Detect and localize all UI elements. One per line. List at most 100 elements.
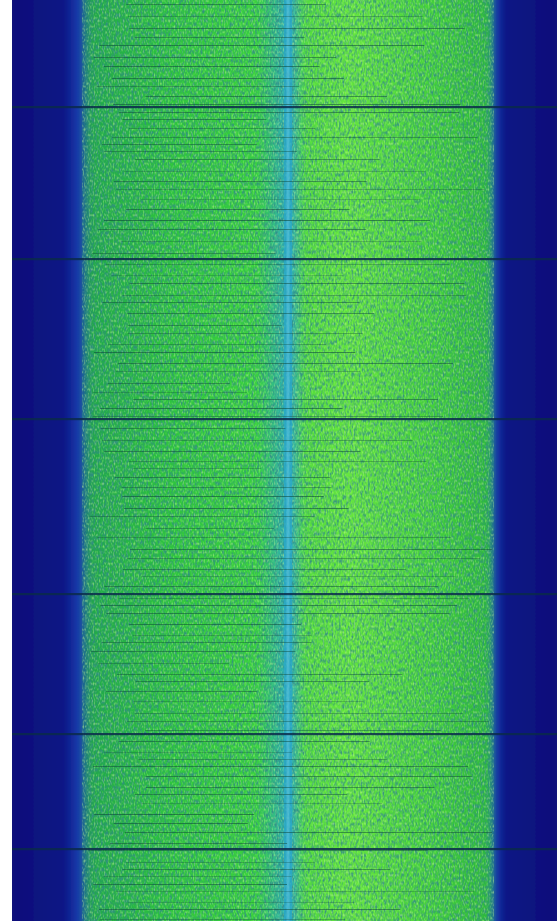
signal-streak xyxy=(93,884,287,885)
signal-streak xyxy=(106,691,257,692)
signal-streak xyxy=(141,576,456,577)
signal-streak xyxy=(138,759,387,760)
signal-streak xyxy=(133,399,438,400)
signal-streak xyxy=(145,528,274,529)
signal-streak xyxy=(102,302,360,303)
signal-streak xyxy=(134,794,348,795)
signal-streak xyxy=(116,891,475,892)
signal-streak xyxy=(121,487,332,488)
signal-streak xyxy=(127,902,355,903)
signal-streak xyxy=(105,264,450,265)
signal-streak xyxy=(101,642,312,643)
signal-streak xyxy=(123,508,349,509)
signal-streak xyxy=(96,86,300,87)
signal-streak xyxy=(113,823,248,824)
signal-streak xyxy=(93,57,336,58)
signal-streak xyxy=(134,713,463,714)
signal-streak xyxy=(133,701,364,702)
signal-streak xyxy=(122,119,267,120)
signal-streak xyxy=(94,352,356,353)
signal-streak xyxy=(100,919,346,920)
signal-streak xyxy=(97,537,451,538)
signal-streak xyxy=(122,569,406,570)
signal-streak xyxy=(99,909,401,910)
signal-streak xyxy=(123,171,426,172)
frame-break-line xyxy=(12,418,557,421)
signal-streak xyxy=(109,843,288,844)
frame-break-line xyxy=(12,106,557,109)
center-carrier-core xyxy=(286,0,290,921)
signal-streak xyxy=(104,151,298,152)
signal-streak xyxy=(130,549,492,550)
frame-break-line xyxy=(12,258,557,261)
signal-streak xyxy=(103,66,320,67)
signal-streak xyxy=(118,741,370,742)
signal-streak xyxy=(92,392,247,393)
signal-streak xyxy=(104,451,361,452)
signal-streak xyxy=(94,814,255,815)
frame-break-line xyxy=(12,593,557,596)
signal-streak xyxy=(104,220,431,221)
signal-streak xyxy=(129,128,316,129)
signal-streak xyxy=(103,876,292,877)
signal-streak xyxy=(116,189,485,190)
signal-streak xyxy=(108,344,327,345)
signal-streak xyxy=(129,28,465,29)
signal-streak xyxy=(127,333,363,334)
signal-streak xyxy=(119,112,460,113)
signal-streak xyxy=(106,613,450,614)
signal-streak xyxy=(90,651,296,652)
signal-streak xyxy=(134,37,305,38)
signal-streak xyxy=(122,295,467,296)
signal-streak xyxy=(112,78,344,79)
signal-streak xyxy=(118,363,453,364)
signal-streak xyxy=(102,440,413,441)
signal-streak xyxy=(125,209,350,210)
signal-streak xyxy=(128,461,427,462)
signal-streak xyxy=(127,721,489,722)
signal-streak xyxy=(126,862,315,863)
signal-streak xyxy=(88,850,428,851)
signal-streak xyxy=(116,674,403,675)
center-carrier xyxy=(284,0,292,921)
frame-break-line xyxy=(12,848,557,851)
signal-streak xyxy=(99,45,425,46)
frame-break-lines xyxy=(12,106,557,851)
signal-streak xyxy=(100,605,457,606)
frame-break-line xyxy=(12,733,557,736)
signal-streak xyxy=(102,144,257,145)
signal-streaks xyxy=(88,4,493,920)
signal-streak xyxy=(100,428,286,429)
signal-streak xyxy=(135,159,380,160)
signal-streak xyxy=(93,766,469,767)
signal-streak xyxy=(141,199,420,200)
signal-streak xyxy=(129,283,465,284)
signal-streak xyxy=(132,635,312,636)
signal-streak xyxy=(92,253,276,254)
signal-streak xyxy=(129,624,301,625)
signal-streak xyxy=(141,803,383,804)
signal-streak xyxy=(127,313,375,314)
spectrogram-waterfall xyxy=(12,0,557,921)
signal-streak xyxy=(145,776,472,777)
signal-streak xyxy=(115,371,361,372)
signal-streak xyxy=(124,832,493,833)
signal-streak xyxy=(98,663,230,664)
signal-streak xyxy=(122,869,391,870)
signal-streak xyxy=(145,96,387,97)
signal-streak xyxy=(126,4,326,5)
signal-streak xyxy=(98,229,367,230)
signal-streak xyxy=(145,730,441,731)
signal-streak xyxy=(127,558,480,559)
signal-streak xyxy=(89,516,315,517)
signal-streak xyxy=(133,468,262,469)
signal-streak xyxy=(146,787,435,788)
signal-streak xyxy=(113,104,461,105)
signal-streak xyxy=(112,137,478,138)
signal-streak xyxy=(114,477,330,478)
signal-streak xyxy=(107,383,230,384)
signal-streak xyxy=(127,16,423,17)
signal-streak xyxy=(104,752,293,753)
signal-streak xyxy=(121,241,422,242)
